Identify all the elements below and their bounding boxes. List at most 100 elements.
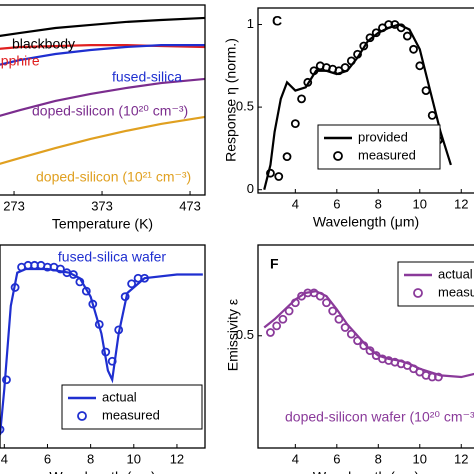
series-label: fused-silica [112,69,182,85]
x-tick-label: 373 [91,198,113,213]
data-point [421,86,431,95]
data-point [353,49,362,59]
data-point [284,306,294,316]
x-tick-label: 4 [292,451,299,466]
data-point [340,63,350,72]
series-label: doped-silicon (10²⁰ cm⁻³) [32,103,188,119]
data-point [365,346,375,356]
x-tick-label: 4 [292,196,299,211]
x-tick-label: 4 [1,451,8,466]
legend-swatch [77,411,87,421]
plot-area [0,16,205,165]
legend-box [61,384,203,430]
data-point [101,347,111,357]
x-tick-label: 273 [3,198,25,213]
data-point [2,375,11,385]
data-point [359,341,369,351]
data-line [0,115,205,165]
plot-frame [0,244,206,449]
legend-label: measured [102,407,160,422]
plot-frame [257,7,474,194]
x-tick-label: 6 [333,451,340,466]
panel-title: doped-silicon wafer (10²⁰ cm⁻³) [285,409,474,425]
plot-area [0,260,203,436]
series-label: blackbody [12,36,75,52]
x-tick-label: 8 [375,196,382,211]
data-point [328,306,338,316]
data-point [266,168,275,178]
data-point [140,273,149,283]
data-point [415,61,425,71]
legend-label: measured [438,284,474,299]
legend-swatch [333,151,343,161]
series-label: doped-silicon (10²¹ cm⁻³) [36,169,191,185]
data-point [346,56,356,66]
data-point [371,28,381,38]
panel-label: C [272,13,282,29]
data-point [353,336,362,346]
plot-frame [257,244,474,449]
data-point [266,328,275,337]
data-point [340,323,350,332]
x-tick-label: 10 [127,451,141,466]
x-tick-label: 10 [413,196,427,211]
x-axis-label: Temperature (K) [52,216,153,232]
x-tick-label: 12 [454,196,468,211]
data-point [75,277,85,287]
data-point [396,23,406,33]
data-point [88,299,98,309]
y-tick-label: 0.5 [236,99,254,114]
plot-area [263,20,452,190]
legend-label: measured [358,147,416,162]
data-point [359,41,369,51]
legend-label: actual [438,266,473,281]
data-point [402,31,412,41]
data-point [309,66,319,76]
y-tick-label: 0 [247,181,254,196]
legend-box [317,124,441,170]
data-point [127,279,137,289]
data-point [120,292,130,302]
panel-title: fused-silica wafer [58,249,166,265]
data-point [427,110,437,120]
y-tick-label: 0.5 [236,327,254,342]
data-point [10,283,20,292]
data-point [290,119,300,129]
legend-label: actual [102,389,137,404]
data-point [334,314,344,324]
data-point [68,270,78,279]
data-point [315,291,325,301]
x-tick-label: 6 [333,196,340,211]
data-point [0,425,5,434]
data-point [322,298,331,308]
data-point [272,321,282,331]
data-line [0,16,205,37]
x-tick-label: 6 [44,451,51,466]
data-point [107,356,117,366]
plot-frame [0,4,206,196]
x-tick-label: 12 [170,451,184,466]
legend-swatch [413,288,423,298]
y-axis-label: Response η (norm.) [223,38,239,162]
data-point [56,264,65,274]
plot-area [263,288,474,382]
x-axis-label: Wavelength (μm) [313,214,419,230]
x-axis-label: Wavelength (μm) [313,469,419,474]
data-line [0,43,205,66]
x-tick-label: 12 [454,451,468,466]
data-point [346,329,356,339]
panel-label: F [270,256,279,272]
x-tick-label: 473 [179,198,201,213]
data-point [114,325,124,335]
data-point [282,152,292,162]
data-point [81,286,91,296]
data-point [274,172,284,181]
data-line [0,77,205,117]
data-point [290,298,300,308]
legend-box [397,261,474,307]
x-tick-label: 8 [87,451,94,466]
x-axis-label: Wavelength (μm) [49,469,155,474]
data-point [303,77,313,87]
